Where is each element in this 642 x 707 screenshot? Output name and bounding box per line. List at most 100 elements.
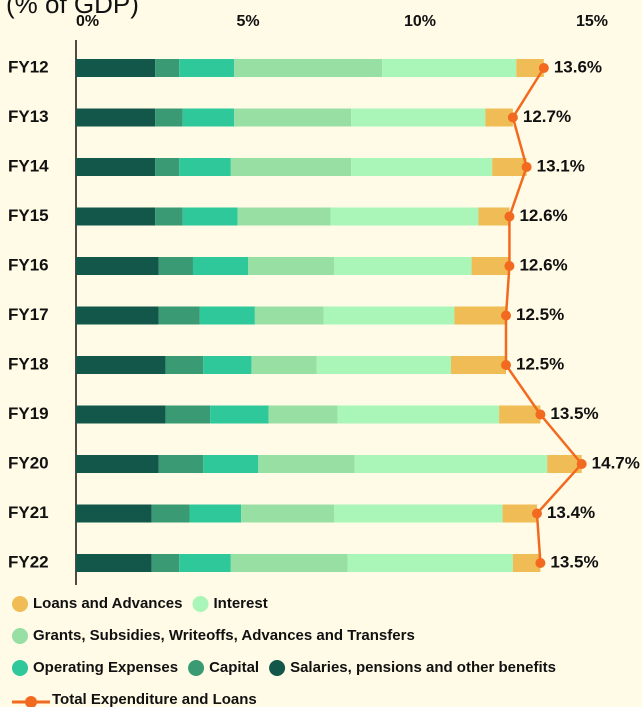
y-tick-label: FY17 bbox=[8, 305, 49, 324]
bar-segment bbox=[254, 306, 324, 325]
total-marker bbox=[531, 508, 542, 519]
legend-label: Grants, Subsidies, Writeoffs, Advances a… bbox=[33, 627, 415, 644]
bar-segment bbox=[151, 554, 180, 572]
legend-label: Total Expenditure and Loans bbox=[52, 691, 257, 707]
data-label: 14.7% bbox=[592, 453, 640, 472]
bar-segment bbox=[76, 455, 159, 473]
bar-segment bbox=[485, 108, 513, 127]
y-tick-label: FY21 bbox=[8, 503, 49, 522]
bar-segment bbox=[316, 356, 451, 374]
total-marker bbox=[501, 310, 511, 321]
bar-segment bbox=[241, 504, 334, 523]
bar-segment bbox=[347, 554, 513, 572]
data-label: 13.4% bbox=[547, 503, 595, 522]
bar-segment bbox=[210, 405, 269, 424]
bar-segment bbox=[76, 554, 152, 572]
bar-segment bbox=[158, 257, 193, 275]
bar-segment bbox=[334, 504, 503, 523]
data-label: 13.5% bbox=[550, 404, 598, 423]
bar-segment bbox=[330, 207, 479, 226]
bar-segment bbox=[234, 59, 383, 77]
y-tick-label: FY19 bbox=[8, 404, 49, 423]
bar-segment bbox=[203, 455, 259, 473]
bar-segment bbox=[155, 59, 180, 77]
bar-segment bbox=[179, 59, 235, 77]
total-marker bbox=[521, 162, 532, 172]
data-label: 13.1% bbox=[537, 156, 585, 175]
legend-label: Interest bbox=[214, 595, 268, 612]
total-marker bbox=[504, 261, 515, 271]
legend-marker bbox=[12, 596, 28, 612]
x-tick-label: 15% bbox=[576, 13, 608, 30]
bar-segment bbox=[248, 257, 334, 275]
bar-segment bbox=[258, 455, 355, 473]
bar-segment bbox=[199, 306, 255, 325]
bar-segment bbox=[165, 356, 204, 374]
data-label: 12.6% bbox=[519, 206, 567, 225]
y-tick-label: FY15 bbox=[8, 206, 49, 225]
bar-segment bbox=[234, 108, 352, 127]
data-label: 12.5% bbox=[516, 354, 564, 373]
y-tick-label: FY20 bbox=[8, 453, 49, 472]
legend-label: Salaries, pensions and other benefits bbox=[290, 659, 556, 676]
data-label: 12.7% bbox=[523, 107, 571, 126]
bar-segment bbox=[76, 207, 156, 226]
bar-segment bbox=[354, 455, 548, 473]
bar-segment bbox=[76, 59, 156, 77]
total-marker bbox=[504, 211, 515, 222]
bar-segment bbox=[502, 504, 537, 523]
data-label: 13.6% bbox=[554, 57, 602, 76]
bar-segment bbox=[237, 207, 331, 226]
bar-segment bbox=[155, 158, 180, 176]
bar-segment bbox=[76, 108, 156, 127]
data-label: 12.6% bbox=[519, 255, 567, 274]
legend-marker bbox=[12, 660, 28, 676]
bar-segment bbox=[203, 356, 252, 374]
bar-segment bbox=[230, 158, 352, 176]
bar-segment bbox=[179, 158, 231, 176]
legend-marker bbox=[269, 660, 286, 676]
bar-segment bbox=[499, 405, 541, 424]
total-marker bbox=[507, 112, 518, 123]
bar-segment bbox=[334, 257, 472, 275]
legend-marker bbox=[188, 660, 205, 676]
bar-segment bbox=[192, 257, 248, 275]
total-marker bbox=[576, 459, 587, 469]
bar-segment bbox=[337, 405, 500, 424]
bar-segment bbox=[76, 306, 159, 325]
x-tick-label: 5% bbox=[236, 13, 259, 30]
bar-segment bbox=[182, 207, 238, 226]
legend-label: Capital bbox=[209, 659, 259, 676]
legend-label: Operating Expenses bbox=[33, 659, 178, 676]
bar-segment bbox=[450, 356, 506, 374]
bar-segment bbox=[182, 108, 235, 127]
x-tick-label: 10% bbox=[404, 13, 436, 30]
bar-segment bbox=[158, 455, 204, 473]
bar-segment bbox=[351, 158, 493, 176]
bar-segment bbox=[76, 405, 166, 424]
bar-segment bbox=[478, 207, 510, 226]
y-tick-label: FY14 bbox=[8, 156, 49, 175]
legend-marker bbox=[192, 596, 209, 612]
bar-segment bbox=[516, 59, 544, 77]
bar-segment bbox=[179, 554, 231, 572]
legend-marker bbox=[12, 628, 28, 644]
total-marker bbox=[501, 360, 511, 370]
bar-segment bbox=[268, 405, 338, 424]
y-tick-label: FY18 bbox=[8, 354, 49, 373]
bar-segment bbox=[76, 257, 159, 275]
bar-segment bbox=[351, 108, 486, 127]
total-marker bbox=[538, 63, 549, 73]
total-marker bbox=[535, 409, 546, 420]
data-label: 13.5% bbox=[550, 552, 598, 571]
legend-label: Loans and Advances bbox=[33, 595, 183, 612]
bar-segment bbox=[230, 554, 348, 572]
bar-segment bbox=[76, 158, 156, 176]
bar-segment bbox=[155, 108, 183, 127]
x-tick-label: 0% bbox=[76, 13, 99, 30]
y-tick-label: FY12 bbox=[8, 57, 49, 76]
bar-segment bbox=[189, 504, 242, 523]
chart-title: (% of GDP) bbox=[6, 0, 139, 19]
bar-segment bbox=[76, 504, 152, 523]
